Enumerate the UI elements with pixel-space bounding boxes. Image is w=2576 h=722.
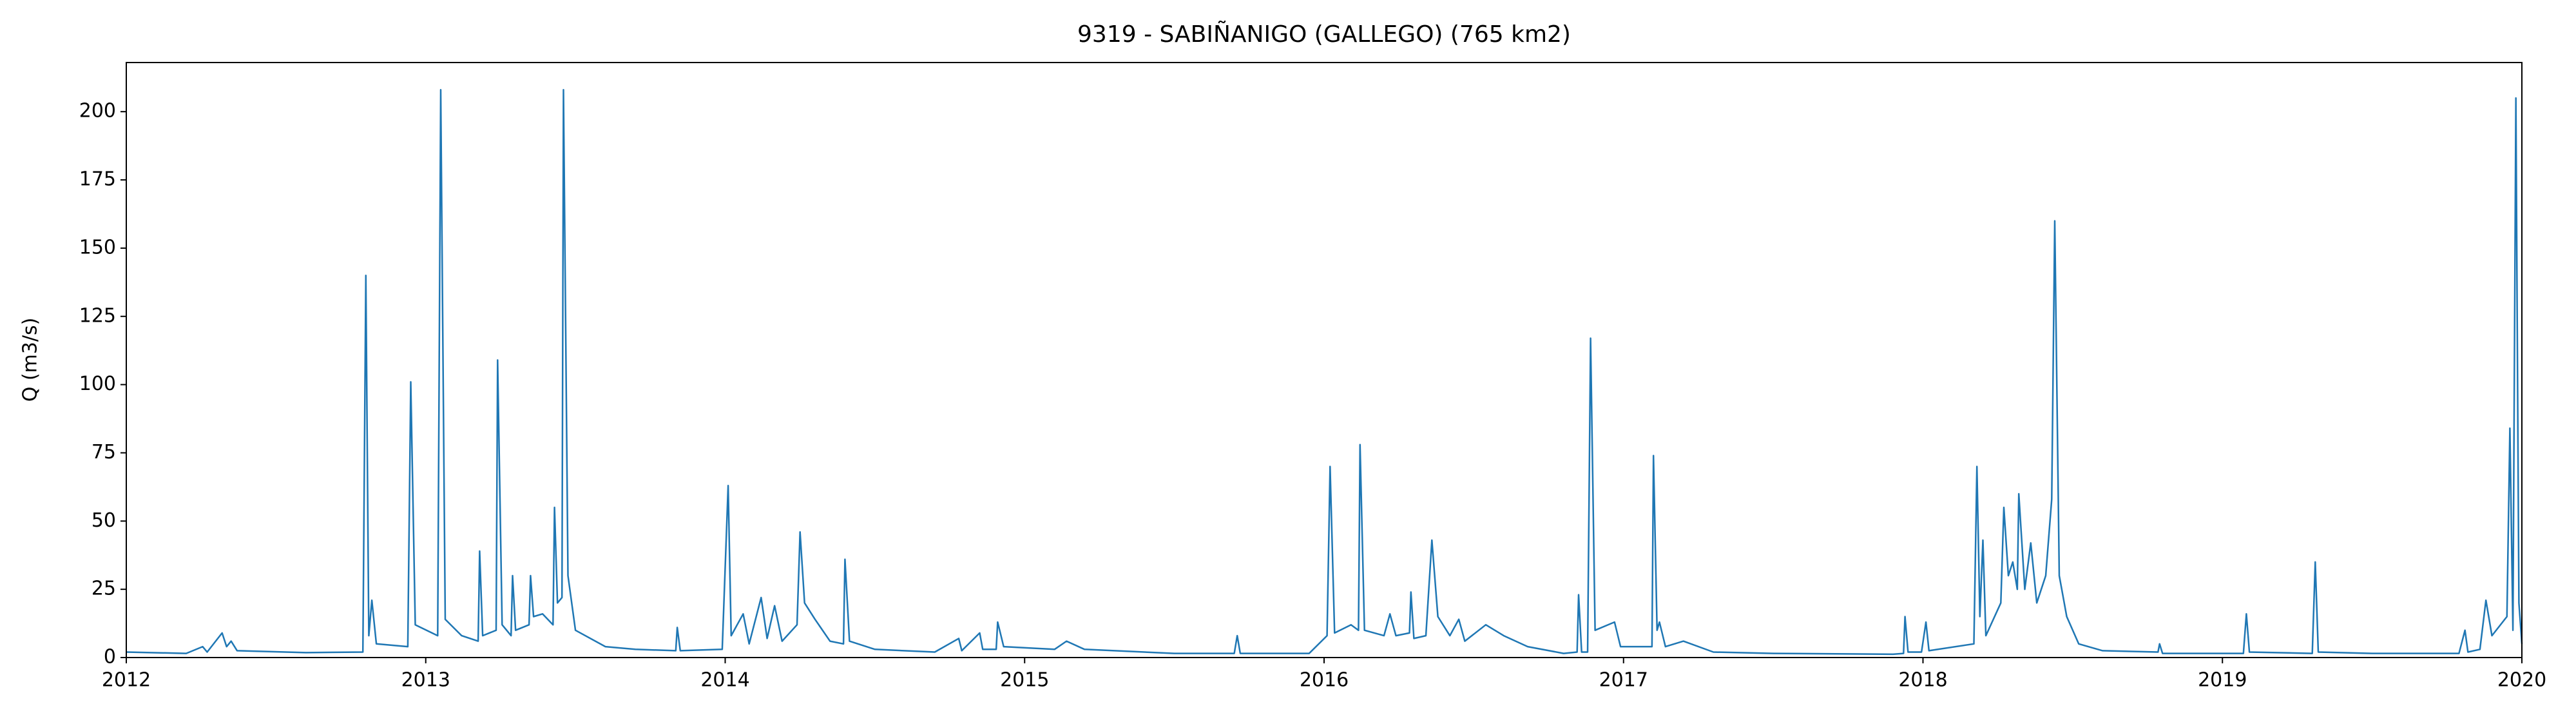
y-tick-label: 125 (79, 304, 116, 327)
x-tick-label: 2016 (1300, 669, 1349, 692)
x-tick-label: 2019 (2198, 669, 2247, 692)
y-axis-label: Q (m3/s) (19, 318, 42, 402)
x-tick-label: 2014 (700, 669, 749, 692)
y-tick-label: 25 (91, 578, 116, 600)
x-tick-label: 2015 (1000, 669, 1049, 692)
y-tick-label: 200 (79, 100, 116, 122)
line-series (126, 89, 2523, 656)
plot-frame (126, 62, 2523, 658)
y-tick-label: 50 (91, 509, 116, 532)
x-tick-label: 2018 (1898, 669, 1947, 692)
x-tick-label: 2020 (2497, 669, 2546, 692)
x-tick-label: 2017 (1599, 669, 1648, 692)
y-tick-label: 150 (79, 236, 116, 259)
y-tick-label: 100 (79, 373, 116, 395)
x-tick-label: 2013 (401, 669, 450, 692)
y-tick-label: 0 (104, 646, 116, 668)
y-tick-label: 75 (91, 441, 116, 463)
chart-title: 9319 - SABIÑANIGO (GALLEGO) (765 km2) (1077, 21, 1571, 48)
x-tick-label: 2012 (102, 669, 151, 692)
y-tick-label: 175 (79, 168, 116, 191)
